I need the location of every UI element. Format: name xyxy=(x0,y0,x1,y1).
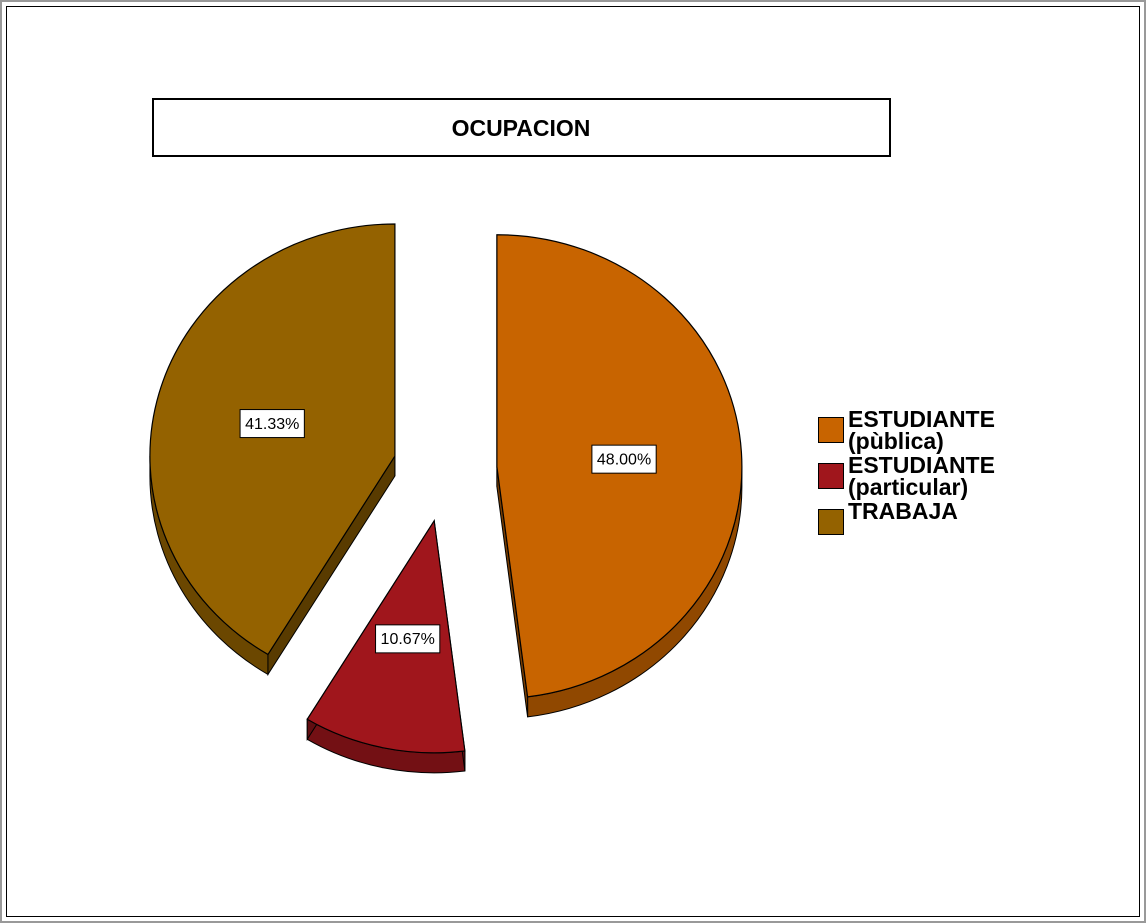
legend-swatch xyxy=(818,463,844,489)
legend-swatch xyxy=(818,417,844,443)
legend-label: TRABAJA xyxy=(848,498,958,524)
pie-slice xyxy=(149,223,396,656)
value-label-box xyxy=(591,444,657,474)
legend: ESTUDIANTE (pùblica) ESTUDIANTE (particul… xyxy=(818,408,1048,537)
legend-item: TRABAJA xyxy=(818,500,1048,535)
value-label-box xyxy=(239,409,305,439)
value-label: 10.67% xyxy=(381,631,435,648)
legend-label: ESTUDIANTE (particular) xyxy=(848,452,995,500)
chart-title: OCUPACION xyxy=(452,115,591,141)
value-label: 48.00% xyxy=(597,451,651,468)
legend-item: ESTUDIANTE (particular) xyxy=(818,452,1048,500)
slice-tops xyxy=(149,223,743,754)
legend-item: ESTUDIANTE (pùblica) xyxy=(818,406,1048,454)
value-labels: 48.00% 10.67% 41.33% xyxy=(239,409,657,654)
title-box xyxy=(152,98,891,157)
value-label-box xyxy=(375,624,441,654)
legend-label: ESTUDIANTE (pùblica) xyxy=(848,406,995,454)
chart-frame xyxy=(6,6,1140,917)
legend-swatch xyxy=(818,509,844,535)
value-label: 41.33% xyxy=(245,416,299,433)
